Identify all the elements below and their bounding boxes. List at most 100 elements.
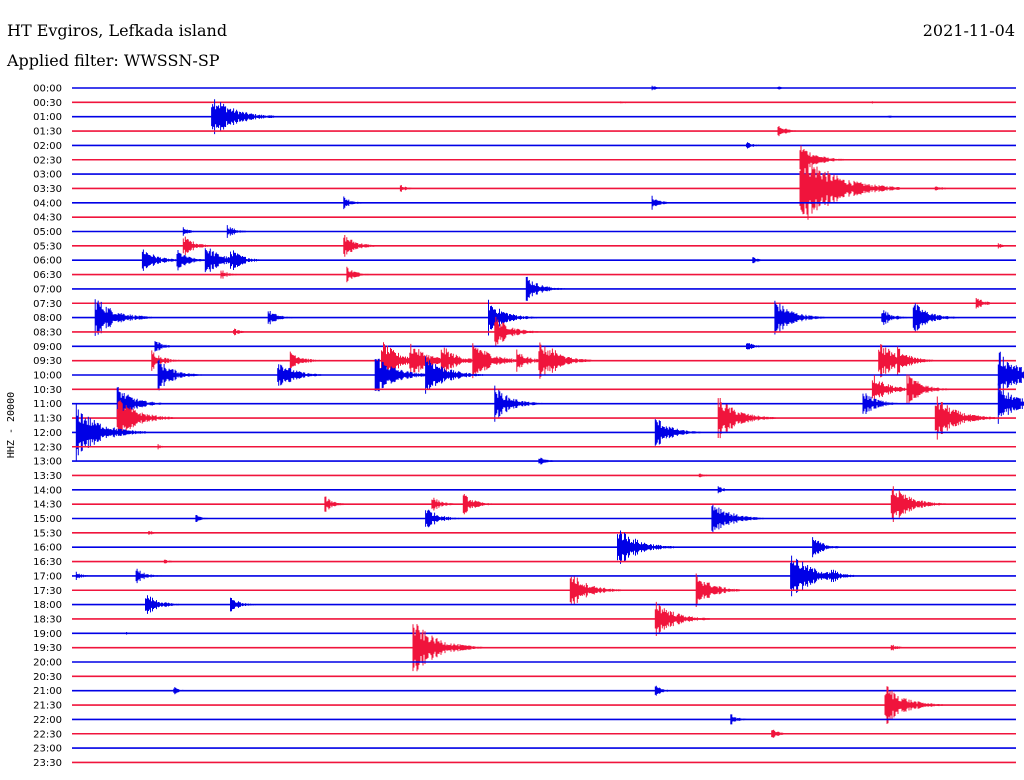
seismic-event	[818, 157, 835, 162]
seismic-event	[157, 359, 204, 391]
seismic-event	[154, 341, 180, 352]
row-time-label: 03:00	[33, 170, 62, 181]
seismic-event	[145, 595, 182, 614]
row-time-label: 15:00	[33, 514, 62, 525]
seismic-event	[226, 225, 252, 238]
seismic-event	[871, 101, 885, 104]
seismic-event	[277, 364, 324, 386]
row-time-label: 05:00	[33, 227, 62, 238]
seismic-event	[654, 601, 710, 636]
seismic-event	[881, 310, 913, 325]
row-time-label: 20:00	[33, 658, 62, 669]
seismic-event	[173, 687, 193, 695]
row-time-label: 14:30	[33, 500, 62, 511]
row-time-label: 19:00	[33, 629, 62, 640]
seismic-event	[324, 496, 353, 512]
row-time-label: 01:00	[33, 112, 62, 123]
row-time-label: 00:00	[33, 84, 62, 95]
seismic-event	[711, 504, 764, 533]
row-time-label: 07:00	[33, 284, 62, 295]
seismic-event	[812, 537, 847, 558]
seismic-event	[774, 300, 827, 335]
seismic-event	[695, 573, 745, 607]
row-time-label: 09:00	[33, 342, 62, 353]
row-time-label: 05:30	[33, 241, 62, 252]
row-time-label: 22:30	[33, 729, 62, 740]
row-time-label: 13:30	[33, 471, 62, 482]
row-time-label: 04:00	[33, 198, 62, 209]
seismic-event	[494, 316, 541, 347]
row-time-label: 21:00	[33, 686, 62, 697]
seismic-event	[771, 729, 794, 738]
seismic-event	[488, 299, 537, 336]
row-time-label: 11:00	[33, 399, 62, 410]
row-time-label: 08:30	[33, 327, 62, 338]
seismic-event	[777, 86, 792, 90]
seismic-event	[887, 115, 903, 118]
seismic-event	[425, 509, 463, 528]
row-time-label: 19:30	[33, 643, 62, 654]
seismic-event	[617, 530, 675, 564]
row-time-label: 17:30	[33, 586, 62, 597]
seismic-event	[230, 250, 267, 270]
seismic-event	[425, 356, 484, 394]
seismic-event	[135, 568, 164, 584]
row-time-label: 11:30	[33, 414, 62, 425]
row-time-label: 23:00	[33, 744, 62, 755]
row-time-label: 06:00	[33, 256, 62, 267]
seismic-event	[654, 419, 701, 446]
seismic-event	[890, 644, 910, 651]
row-time-label: 12:00	[33, 428, 62, 439]
seismic-event	[182, 227, 202, 236]
seismic-event	[717, 398, 776, 439]
seismic-event	[897, 346, 938, 375]
seismic-event	[538, 457, 561, 465]
channel-label: HHZ - 20000	[6, 392, 17, 458]
row-time-label: 16:30	[33, 557, 62, 568]
seismic-event	[777, 126, 803, 137]
seismic-event	[157, 444, 174, 450]
seismic-event	[717, 486, 737, 494]
row-time-label: 03:30	[33, 184, 62, 195]
seismic-event	[94, 299, 153, 336]
row-time-label: 18:00	[33, 600, 62, 611]
seismic-event	[141, 249, 182, 271]
row-time-label: 10:00	[33, 371, 62, 382]
row-time-label: 18:30	[33, 614, 62, 625]
seismic-event	[746, 142, 765, 149]
seismic-event	[289, 351, 324, 370]
seismic-event	[934, 186, 954, 191]
row-time-label: 23:30	[33, 758, 62, 769]
seismic-event	[233, 328, 253, 336]
seismic-event	[862, 393, 903, 414]
seismic-event	[211, 99, 276, 135]
seismic-event	[75, 404, 146, 461]
seismic-event	[799, 157, 900, 220]
seismic-event	[752, 257, 772, 264]
row-time-label: 02:00	[33, 141, 62, 152]
seismic-event	[343, 235, 381, 257]
row-time-label: 06:30	[33, 270, 62, 281]
row-time-label: 00:30	[33, 98, 62, 109]
seismic-event	[912, 303, 959, 332]
seismic-event	[431, 497, 460, 511]
row-time-label: 07:30	[33, 299, 62, 310]
row-time-label: 02:30	[33, 155, 62, 166]
seismic-event	[620, 101, 635, 104]
seismic-event	[148, 531, 165, 535]
row-time-label: 12:30	[33, 442, 62, 453]
time-axis-labels: 00:00 00:30 01:00 01:30 02:00 02:30 03:00 03:30…	[33, 84, 62, 769]
seismic-event	[997, 351, 1024, 399]
seismic-event	[230, 597, 258, 612]
row-time-label: 09:30	[33, 356, 62, 367]
seismic-event	[75, 571, 95, 580]
seismic-event	[220, 270, 243, 279]
row-time-label: 22:00	[33, 715, 62, 726]
row-time-label: 15:30	[33, 528, 62, 539]
row-time-label: 14:00	[33, 485, 62, 496]
row-time-label: 04:30	[33, 213, 62, 224]
row-time-label: 10:30	[33, 385, 62, 396]
seismic-event	[997, 383, 1024, 424]
seismic-event	[651, 85, 668, 91]
row-time-label: 21:30	[33, 701, 62, 712]
